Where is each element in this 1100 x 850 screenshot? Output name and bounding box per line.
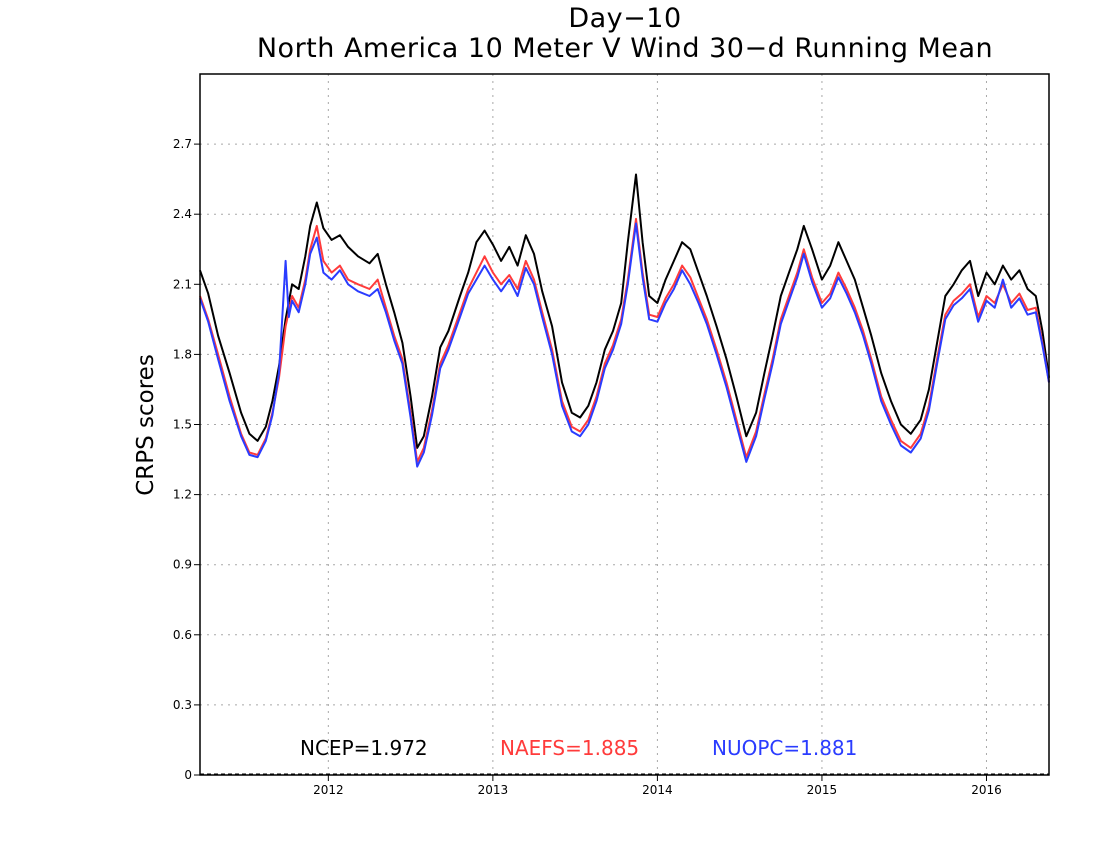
y-tick-label: 1.8 bbox=[173, 347, 192, 361]
y-tick-label: 2.1 bbox=[173, 277, 192, 291]
y-tick-label: 0.3 bbox=[173, 698, 192, 712]
series-line-ncep bbox=[199, 173, 1050, 449]
y-tick-label: 0.9 bbox=[173, 558, 192, 572]
x-tick-label: 2014 bbox=[642, 783, 673, 797]
y-tick-label: 2.4 bbox=[173, 207, 192, 221]
grid-lines bbox=[200, 74, 1049, 775]
series-lines bbox=[199, 173, 1050, 468]
series-line-nuopc bbox=[199, 222, 1050, 468]
y-tick-label: 2.7 bbox=[173, 137, 192, 151]
y-tick-label: 0 bbox=[184, 768, 192, 782]
chart-title: Day−10 bbox=[568, 3, 682, 34]
y-tick-label: 1.2 bbox=[173, 488, 192, 502]
legend-item-ncep: NCEP=1.972 bbox=[300, 736, 428, 760]
series-line-naefs bbox=[199, 217, 1050, 463]
y-tick-label: 1.5 bbox=[173, 418, 192, 432]
chart-subtitle: North America 10 Meter V Wind 30−d Runni… bbox=[256, 33, 994, 64]
x-tick-label: 2012 bbox=[313, 783, 344, 797]
legend-item-naefs: NAEFS=1.885 bbox=[500, 736, 639, 760]
x-tick-label: 2016 bbox=[971, 783, 1002, 797]
legend: NCEP=1.972 NAEFS=1.885 NUOPC=1.881 bbox=[300, 736, 857, 760]
axes: 0 0.3 0.6 0.9 1.2 1.5 1.8 2.1 2.4 2.7 2012 2013 2014… bbox=[173, 73, 1050, 797]
x-tick-label: 2013 bbox=[478, 783, 509, 797]
x-tick-label: 2015 bbox=[807, 783, 838, 797]
legend-item-nuopc: NUOPC=1.881 bbox=[712, 736, 857, 760]
plot-frame bbox=[199, 73, 1050, 776]
y-tick-label: 0.6 bbox=[173, 628, 192, 642]
